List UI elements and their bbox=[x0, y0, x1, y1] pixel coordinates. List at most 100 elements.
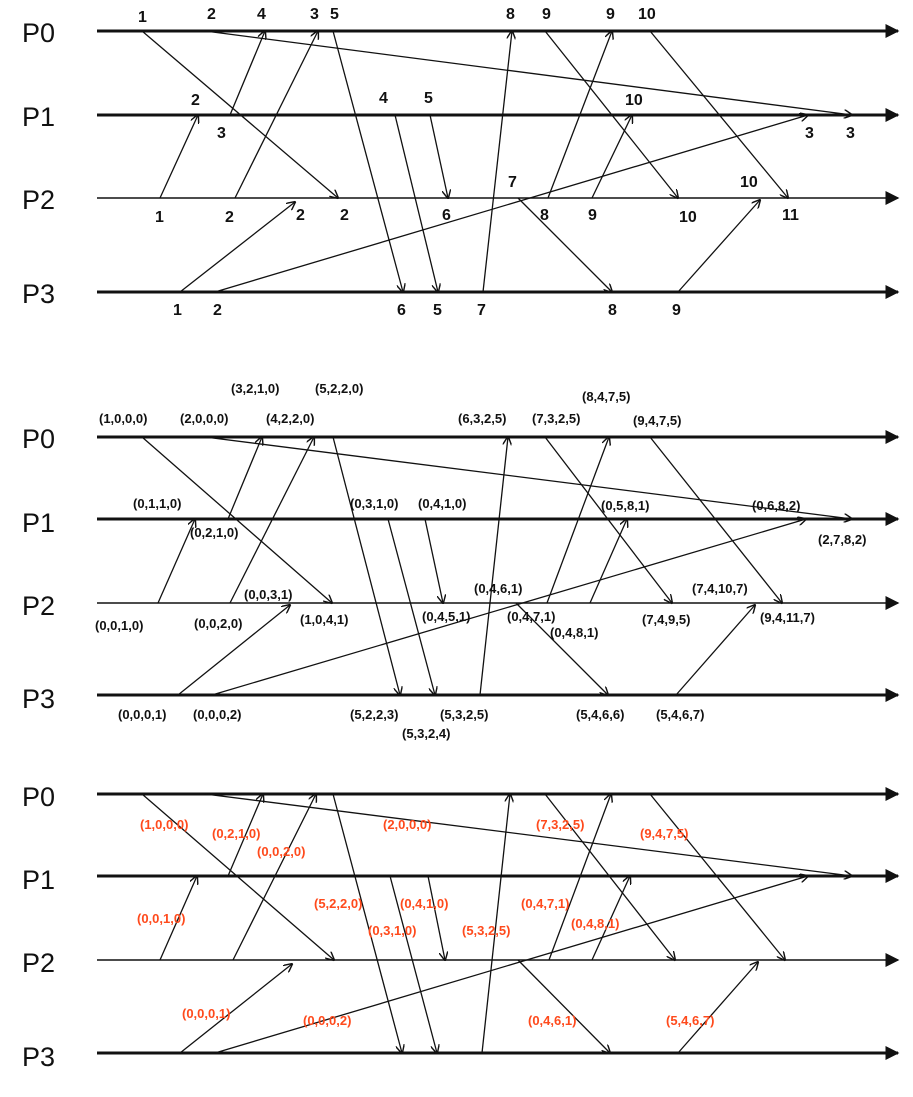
vector-clock-label: (0,4,7,1) bbox=[507, 609, 555, 624]
message-arrow bbox=[649, 436, 782, 603]
message-timestamp-label: (5,2,2,0) bbox=[314, 896, 362, 911]
process-label-p0: P0 bbox=[22, 782, 55, 812]
event-label: 8 bbox=[608, 302, 617, 319]
vector-clock-label: (5,2,2,0) bbox=[315, 381, 363, 396]
vector-clock-label: (5,2,2,3) bbox=[350, 707, 398, 722]
event-label: 10 bbox=[679, 209, 697, 226]
event-label: 2 bbox=[340, 207, 349, 224]
event-label: 10 bbox=[740, 174, 758, 191]
vector-clock-label: (0,0,0,2) bbox=[193, 707, 241, 722]
message-arrow bbox=[389, 875, 437, 1053]
event-label: 9 bbox=[588, 207, 597, 224]
event-label: 3 bbox=[805, 125, 814, 142]
vector-clock-label: (3,2,1,0) bbox=[231, 381, 279, 396]
message-arrow bbox=[546, 437, 609, 604]
message-arrow bbox=[548, 794, 611, 961]
message-timestamp-label: (0,4,8,1) bbox=[571, 916, 619, 931]
event-label: 3 bbox=[846, 125, 855, 142]
message-arrow bbox=[159, 876, 197, 961]
message-arrow bbox=[232, 794, 316, 961]
message-arrow bbox=[544, 436, 672, 603]
message-arrow bbox=[179, 202, 295, 293]
event-label: 2 bbox=[191, 92, 200, 109]
message-arrow bbox=[141, 793, 334, 960]
message-timestamp-label: (0,3,1,0) bbox=[368, 923, 416, 938]
event-label: 11 bbox=[782, 207, 799, 224]
event-label: 10 bbox=[638, 6, 656, 23]
message-timestamp-label: (0,0,2,0) bbox=[257, 844, 305, 859]
message-arrow bbox=[547, 31, 612, 199]
vector-clock-label: (0,4,6,1) bbox=[474, 581, 522, 596]
process-label-p1: P1 bbox=[22, 508, 55, 538]
vector-clock-label: (4,2,2,0) bbox=[266, 411, 314, 426]
message-arrow bbox=[227, 794, 263, 877]
process-label-p2: P2 bbox=[22, 185, 55, 215]
process-label-p3: P3 bbox=[22, 279, 55, 309]
message-arrow bbox=[677, 962, 758, 1054]
message-arrow bbox=[204, 30, 852, 115]
message-arrow bbox=[394, 114, 438, 292]
event-label: 7 bbox=[477, 302, 486, 319]
message-arrow bbox=[159, 115, 198, 199]
vector-clock-label: (9,4,7,5) bbox=[633, 413, 681, 428]
vector-clock-label: (5,3,2,5) bbox=[440, 707, 488, 722]
message-timestamp-label: (0,2,1,0) bbox=[212, 826, 260, 841]
event-label: 5 bbox=[330, 6, 339, 23]
event-label: 1 bbox=[138, 9, 147, 26]
vector-clock-label: (0,4,5,1) bbox=[422, 609, 470, 624]
event-label: 8 bbox=[540, 207, 549, 224]
message-timestamp-label: (0,0,1,0) bbox=[137, 911, 185, 926]
message-arrow bbox=[234, 31, 318, 199]
message-arrow bbox=[387, 518, 435, 695]
message-arrow bbox=[229, 31, 265, 116]
message-arrow bbox=[591, 876, 630, 961]
message-arrow bbox=[214, 115, 808, 293]
message-arrow bbox=[141, 30, 338, 198]
vector-clock-label: (1,0,0,0) bbox=[99, 411, 147, 426]
vector-clock-label: (8,4,7,5) bbox=[582, 389, 630, 404]
message-timestamp-label: (0,4,1,0) bbox=[400, 896, 448, 911]
event-label: 10 bbox=[625, 92, 643, 109]
message-arrow bbox=[214, 876, 808, 1054]
message-arrow bbox=[424, 518, 443, 603]
event-label: 3 bbox=[310, 6, 319, 23]
vector-clock-label: (0,2,1,0) bbox=[190, 525, 238, 540]
vector-clock-label: (5,4,6,7) bbox=[656, 707, 704, 722]
process-label-p0: P0 bbox=[22, 18, 55, 48]
message-arrow bbox=[211, 519, 806, 696]
panel-3-message-timestamps: P0 P1 P2 P3 (1,0,0,0) (0,2,1,0) (0,0,2,0… bbox=[22, 782, 900, 1072]
event-label: 8 bbox=[506, 6, 515, 23]
message-arrow bbox=[544, 30, 678, 198]
process-label-p3: P3 bbox=[22, 684, 55, 714]
event-label: 9 bbox=[606, 6, 615, 23]
message-arrow bbox=[157, 519, 195, 604]
event-label: 4 bbox=[379, 90, 388, 107]
message-arrow bbox=[482, 31, 512, 293]
vector-clock-label: (5,4,6,6) bbox=[576, 707, 624, 722]
message-arrow bbox=[204, 793, 852, 876]
message-arrow bbox=[591, 115, 632, 199]
message-arrow bbox=[141, 436, 332, 603]
vector-clock-label: (0,3,1,0) bbox=[350, 496, 398, 511]
vector-clock-label: (7,4,10,7) bbox=[692, 581, 748, 596]
event-label: 6 bbox=[442, 207, 451, 224]
message-arrow bbox=[649, 30, 788, 198]
message-arrow bbox=[427, 875, 445, 960]
message-arrow bbox=[204, 436, 852, 519]
message-timestamp-label: (1,0,0,0) bbox=[140, 817, 188, 832]
event-label: 9 bbox=[542, 6, 551, 23]
process-label-p2: P2 bbox=[22, 948, 55, 978]
event-label: 9 bbox=[672, 302, 681, 319]
vector-clock-label: (0,0,2,0) bbox=[194, 616, 242, 631]
vector-clock-label: (9,4,11,7) bbox=[760, 610, 815, 625]
event-label: 2 bbox=[213, 302, 222, 319]
vector-clock-label: (5,3,2,4) bbox=[402, 726, 450, 741]
message-arrow bbox=[179, 964, 292, 1054]
message-timestamp-label: (5,4,6,7) bbox=[666, 1013, 714, 1028]
message-timestamp-label: (0,0,0,2) bbox=[303, 1013, 351, 1028]
message-arrow bbox=[229, 437, 314, 604]
message-arrow bbox=[177, 605, 290, 696]
event-label: 2 bbox=[296, 207, 305, 224]
event-label: 1 bbox=[173, 302, 182, 319]
vector-clock-label: (0,0,3,1) bbox=[244, 587, 292, 602]
